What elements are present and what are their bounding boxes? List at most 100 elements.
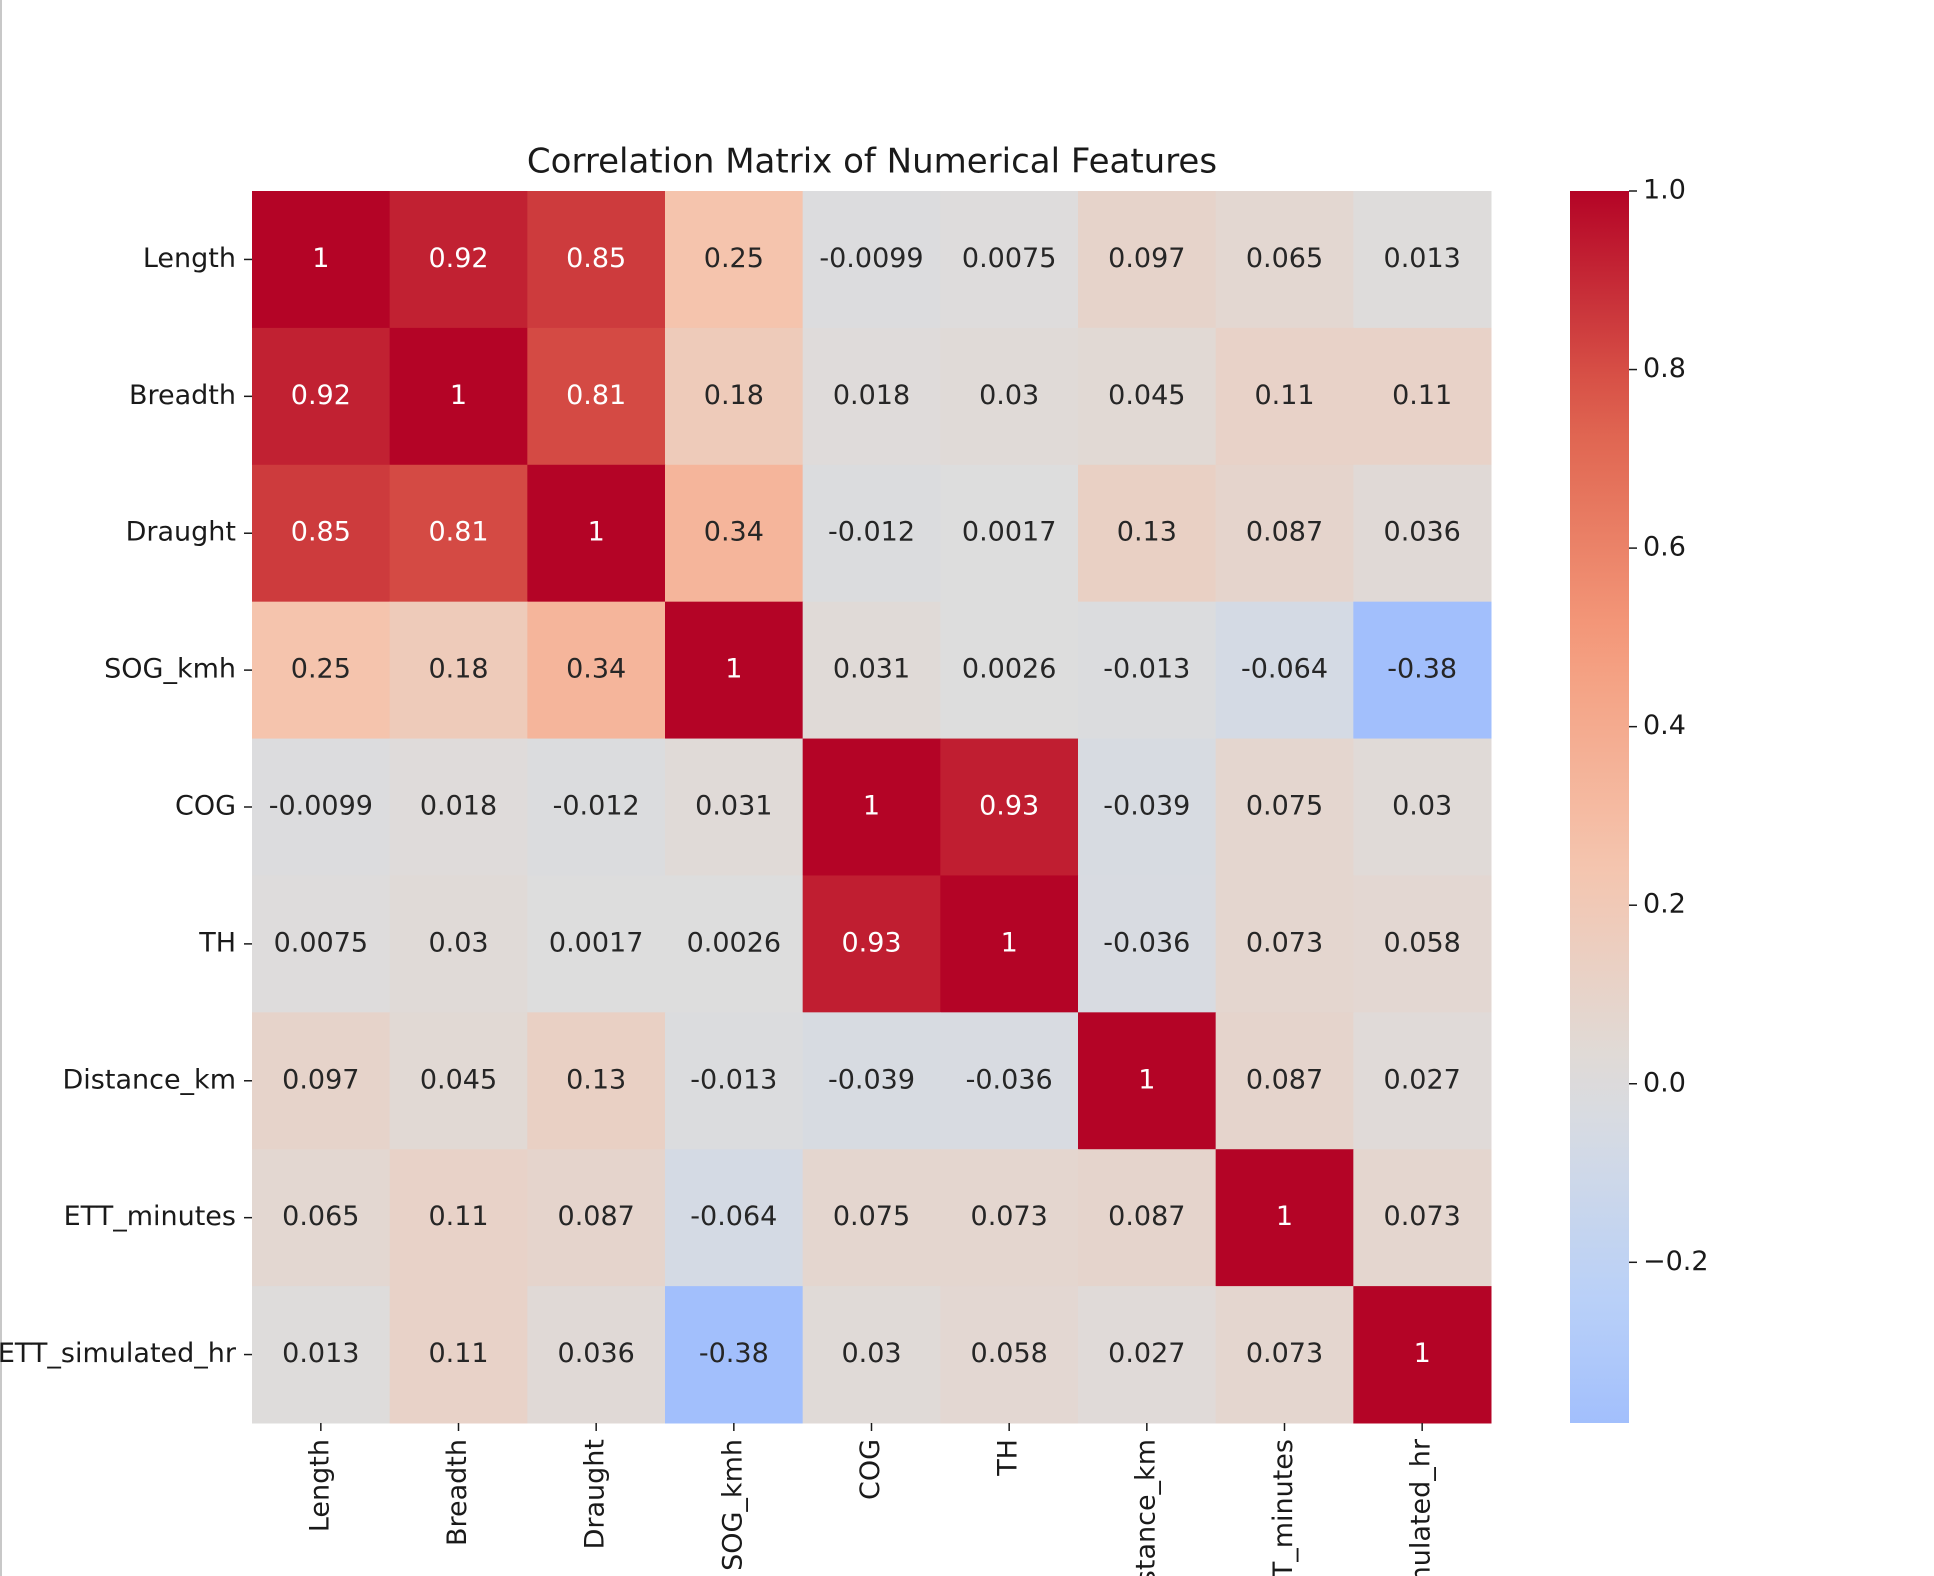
cell (1353, 738, 1492, 876)
cell (252, 738, 391, 876)
cell-label: 0.81 (566, 380, 626, 411)
cell (1215, 1012, 1354, 1150)
cell (1215, 191, 1354, 329)
cell-label: 0.036 (1384, 517, 1461, 548)
cell (252, 327, 391, 466)
cell-label: -0.039 (1103, 791, 1190, 822)
y-tick-label: Distance_km (63, 1064, 237, 1095)
cell-label: 0.073 (1246, 927, 1323, 958)
cell (1215, 464, 1354, 603)
cell (389, 327, 528, 466)
cell (940, 1286, 1079, 1424)
cell-label: -0.036 (1103, 927, 1190, 958)
cell-label: 0.92 (291, 380, 351, 411)
cell (802, 1149, 941, 1287)
cell (527, 875, 666, 1013)
cell-label: 1 (1276, 1201, 1293, 1232)
cell (802, 601, 941, 740)
cell (940, 1149, 1079, 1287)
cell (665, 191, 804, 329)
colorbar-tick-label: 0.8 (1643, 353, 1686, 384)
cell-label: 0.097 (282, 1064, 359, 1095)
cell-label: 0.0026 (687, 927, 781, 958)
cell-label: -0.064 (690, 1201, 777, 1232)
cell (1078, 1012, 1217, 1150)
cell-label: 0.85 (566, 243, 626, 274)
cell (1215, 327, 1354, 466)
cell-label: 0.075 (1246, 791, 1323, 822)
cell-label: -0.064 (1241, 654, 1328, 685)
cell-label: 0.073 (1246, 1338, 1323, 1369)
cell-label: -0.039 (828, 1064, 915, 1095)
cell (1215, 601, 1354, 740)
cell-label: 0.018 (833, 380, 910, 411)
cell-label: 1 (312, 243, 329, 274)
cell (665, 601, 804, 740)
x-tick-label: COG (855, 1439, 886, 1500)
cell-label: 1 (1138, 1064, 1155, 1095)
cell-label: 0.93 (979, 791, 1039, 822)
cell-label: -0.0099 (819, 243, 923, 274)
cell-label: 0.018 (420, 791, 497, 822)
colorbar-tick-label: 1.0 (1643, 175, 1686, 206)
cell (389, 738, 528, 876)
cell-label: 0.031 (833, 654, 910, 685)
cell-label: 0.34 (704, 517, 764, 548)
cell (252, 1149, 391, 1287)
cell (940, 738, 1079, 876)
cell-label: 0.045 (1108, 380, 1185, 411)
cell-label: -0.0099 (269, 791, 373, 822)
cell-label: 1 (1001, 927, 1018, 958)
cell (665, 738, 804, 876)
cell (389, 1286, 528, 1424)
colorbar-tick-label: −0.2 (1643, 1246, 1709, 1277)
cell-label: 1 (588, 517, 605, 548)
cell (527, 1286, 666, 1424)
cell-label: -0.38 (1387, 654, 1457, 685)
cell (802, 464, 941, 603)
x-tick-label: Breadth (442, 1439, 473, 1546)
cell (527, 327, 666, 466)
cell-label: 0.036 (558, 1338, 635, 1369)
colorbar-tick-label: 0.6 (1643, 532, 1686, 563)
cell-label: 0.81 (428, 517, 488, 548)
cell-label: 0.065 (1246, 243, 1323, 274)
x-tick-label: Distance_km (1130, 1439, 1161, 1576)
cell (802, 738, 941, 876)
cell-label: 0.93 (841, 927, 901, 958)
cell (1215, 738, 1354, 876)
cell (1353, 1286, 1492, 1424)
cell-label: 0.073 (971, 1201, 1048, 1232)
cell (1353, 464, 1492, 603)
colorbar (1570, 191, 1629, 1423)
cell-label: 0.11 (428, 1201, 488, 1232)
x-tick-label: Draught (580, 1439, 611, 1549)
cell-label: 0.058 (1384, 927, 1461, 958)
cell-label: 0.027 (1108, 1338, 1185, 1369)
cell-label: 0.0017 (549, 927, 643, 958)
cell (665, 875, 804, 1013)
cell-label: -0.013 (690, 1064, 777, 1095)
cell (802, 1286, 941, 1424)
cell-label: 0.03 (841, 1338, 901, 1369)
cell-label: 0.027 (1384, 1064, 1461, 1095)
cell-label: 0.087 (1246, 517, 1323, 548)
cell-label: 0.013 (282, 1338, 359, 1369)
x-tick-label: SOG_kmh (717, 1439, 748, 1571)
x-tick-label: Length (304, 1439, 335, 1532)
cell (527, 1012, 666, 1150)
y-tick-label: SOG_kmh (104, 654, 236, 685)
cell (665, 1149, 804, 1287)
cell-label: 0.03 (979, 380, 1039, 411)
cell-label: 0.03 (1392, 791, 1452, 822)
cell (1078, 738, 1217, 876)
cell-label: 0.25 (704, 243, 764, 274)
cell (1078, 1286, 1217, 1424)
y-tick-label: Breadth (129, 380, 236, 411)
cell (940, 601, 1079, 740)
cell (389, 875, 528, 1013)
cell (802, 327, 941, 466)
cell-label: 0.087 (1108, 1201, 1185, 1232)
cell-label: 0.087 (558, 1201, 635, 1232)
